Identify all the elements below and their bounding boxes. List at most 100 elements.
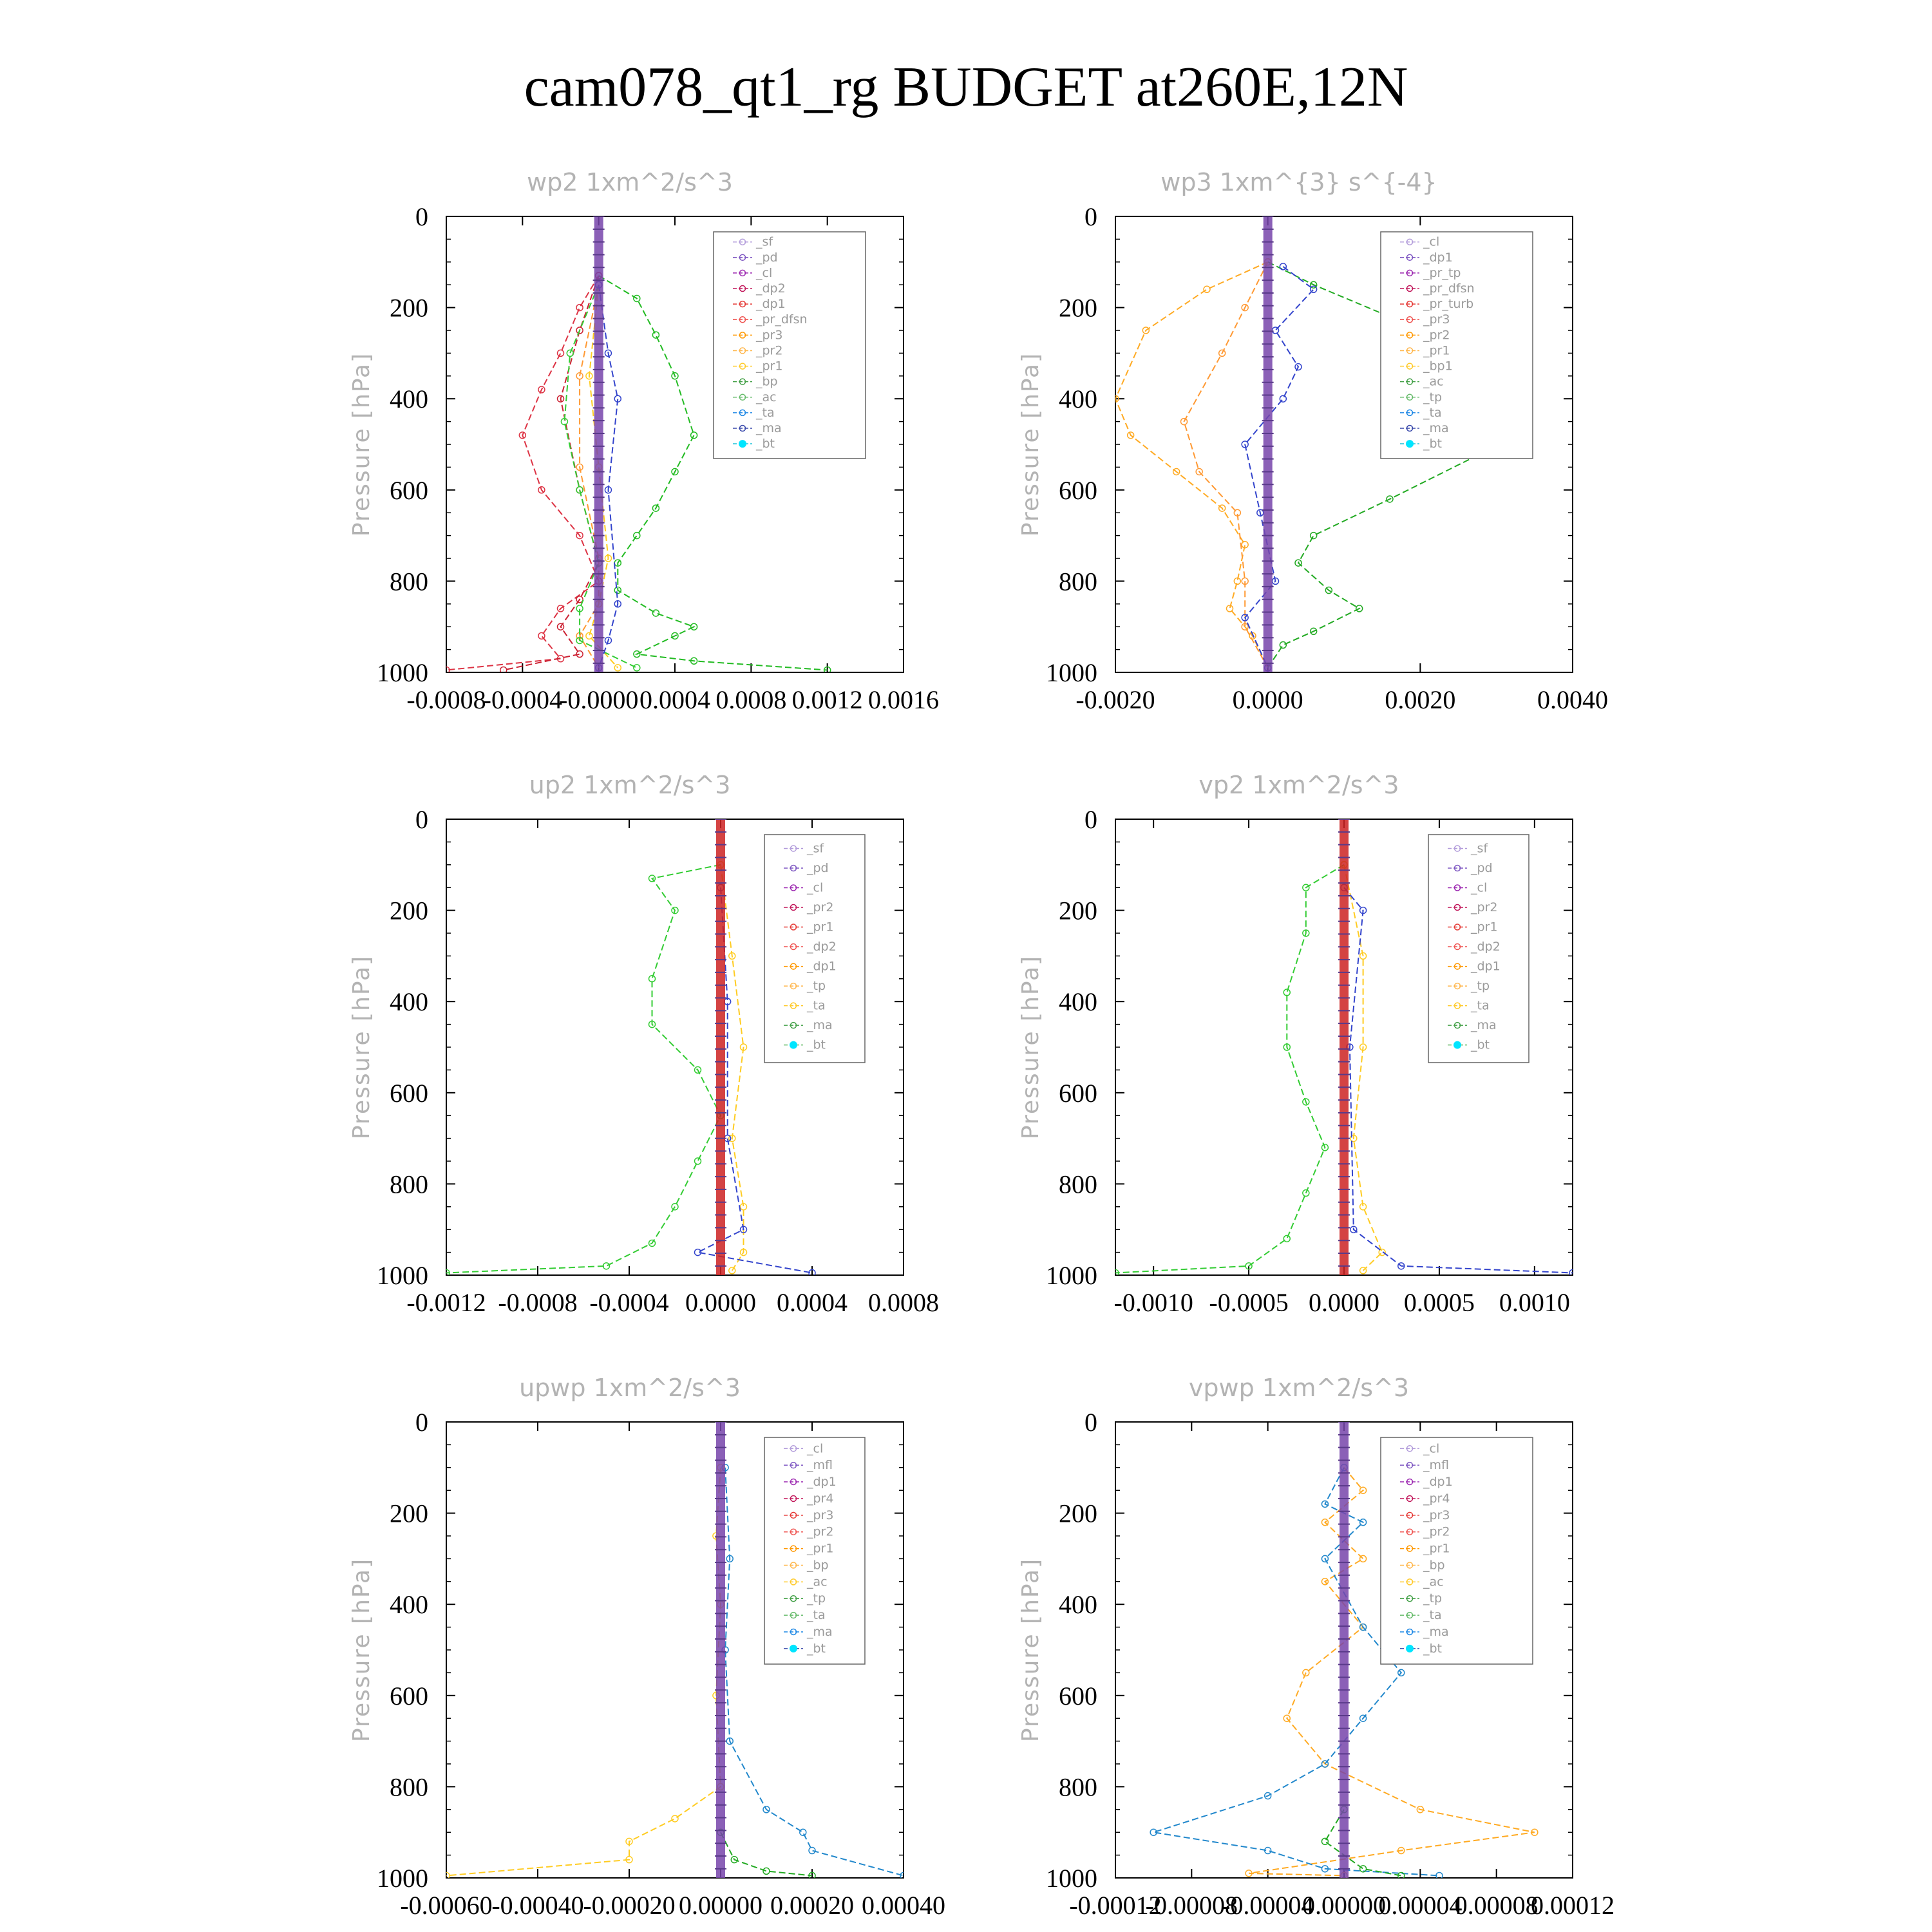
legend-label: _pr2 xyxy=(806,900,833,914)
data-point xyxy=(1172,468,1180,476)
data-point xyxy=(1359,1714,1367,1722)
legend-label: _tp xyxy=(1423,390,1442,404)
y-tick-label: 1000 xyxy=(1046,1261,1097,1290)
data-point xyxy=(808,1846,816,1855)
legend-marker xyxy=(790,904,797,911)
data-point xyxy=(576,486,583,494)
x-tick-label: -0.0020 xyxy=(1075,685,1155,714)
x-tick-label: 0.0008 xyxy=(715,685,786,714)
legend-marker xyxy=(1406,378,1414,385)
data-point xyxy=(566,349,574,357)
legend-label: _bp xyxy=(755,375,778,389)
y-tick-label: 800 xyxy=(1059,1772,1097,1801)
legend-marker xyxy=(790,1595,797,1602)
legend-marker xyxy=(739,269,746,277)
x-tick-label: 0.0008 xyxy=(868,1288,939,1317)
legend-label: _bt xyxy=(1470,1038,1490,1052)
data-point xyxy=(1386,495,1394,503)
legend-label: _ac xyxy=(806,1575,828,1589)
series-group xyxy=(1115,819,1573,1275)
data-point xyxy=(1416,1806,1425,1814)
x-tick-label: 0.0004 xyxy=(639,685,710,714)
x-tick-label: -0.0008 xyxy=(406,685,486,714)
legend-marker xyxy=(1406,1511,1414,1519)
data-point xyxy=(671,1815,679,1823)
legend-label: _dp2 xyxy=(1470,940,1501,954)
legend-marker xyxy=(790,963,797,970)
data-point xyxy=(633,531,641,540)
data-point xyxy=(1309,531,1318,540)
legend-label: _ma xyxy=(806,1625,833,1639)
data-point xyxy=(1359,906,1367,914)
y-tick-label: 0 xyxy=(1084,202,1097,231)
legend-label: _dp1 xyxy=(755,297,786,311)
chart-title: up2 1xm^2/s^3 xyxy=(529,771,731,799)
data-point xyxy=(446,1871,450,1878)
x-tick-label: -0.00040 xyxy=(491,1891,583,1920)
legend-label: _pd xyxy=(1470,861,1493,875)
data-point xyxy=(690,431,698,439)
legend-marker xyxy=(1454,1021,1461,1029)
data-point xyxy=(1359,1267,1367,1274)
legend-marker xyxy=(790,1041,797,1049)
legend-label: _dp2 xyxy=(806,940,837,954)
y-tick-label: 1000 xyxy=(377,658,428,687)
x-tick-label: 0.0000 xyxy=(1309,1288,1379,1317)
x-tick-label: -0.0005 xyxy=(1209,1288,1288,1317)
legend-marker xyxy=(790,1478,797,1486)
data-point xyxy=(1321,1837,1329,1846)
data-point xyxy=(1321,1144,1329,1151)
data-point xyxy=(1321,1760,1329,1768)
legend-marker xyxy=(1406,1628,1414,1636)
y-tick-label: 400 xyxy=(1059,1590,1097,1619)
data-point xyxy=(1350,1134,1358,1142)
data-point xyxy=(1359,1486,1367,1494)
series-group xyxy=(1150,1422,1539,1878)
legend-label: _tp xyxy=(806,1591,826,1605)
legend-label: _pr3 xyxy=(1423,312,1450,327)
legend-marker xyxy=(790,884,797,891)
data-point xyxy=(648,1020,656,1028)
data-point xyxy=(1569,1269,1573,1275)
legend: _sf _pd_cl_dp2_dp1_pr_dfsn_pr3_pr2 _pr1_bp… xyxy=(713,231,866,459)
legend-label: _dp1 xyxy=(1423,1475,1453,1489)
data-point xyxy=(1302,1189,1310,1197)
legend-label: _pr2 xyxy=(1470,900,1497,914)
legend-label: _dp1 xyxy=(806,960,837,974)
legend-marker xyxy=(739,347,746,354)
legend-marker xyxy=(790,1002,797,1009)
series-line xyxy=(1115,864,1345,1274)
data-point xyxy=(671,906,679,914)
data-point xyxy=(1359,1623,1367,1631)
y-tick-label: 200 xyxy=(390,896,428,925)
legend-label: _sf xyxy=(755,235,773,249)
legend-marker xyxy=(1406,1578,1414,1586)
legend-marker xyxy=(739,393,746,401)
series-line xyxy=(578,284,600,668)
legend-marker xyxy=(790,1562,797,1569)
legend-marker xyxy=(1406,332,1414,339)
data-point xyxy=(808,1871,816,1878)
chart-panel: wp3 1xm^{3} s^{-4} Pressure [hPa] 0 200 400 6… xyxy=(1018,168,1608,714)
legend-marker xyxy=(739,332,746,339)
data-point xyxy=(1245,1870,1253,1877)
legend-marker xyxy=(739,409,746,417)
data-point xyxy=(694,1248,702,1256)
data-point xyxy=(1241,614,1249,621)
legend-marker xyxy=(739,316,746,323)
legend-label: _dp1 xyxy=(806,1475,837,1489)
data-point xyxy=(799,1828,807,1836)
data-point xyxy=(1264,1846,1272,1855)
data-point xyxy=(1142,327,1150,334)
data-point xyxy=(602,1262,611,1270)
data-point xyxy=(633,294,641,303)
data-point xyxy=(739,1248,748,1256)
y-tick-label: 600 xyxy=(1059,1079,1097,1108)
data-point xyxy=(1302,884,1310,891)
data-point xyxy=(1309,627,1318,636)
series-line xyxy=(446,1467,722,1877)
data-point xyxy=(1245,1262,1253,1270)
page-title: cam078_qt1_rg BUDGET at260E,12N xyxy=(524,56,1408,118)
x-tick-label: -0.0010 xyxy=(1114,1288,1193,1317)
legend-label: _dp2 xyxy=(755,281,786,296)
